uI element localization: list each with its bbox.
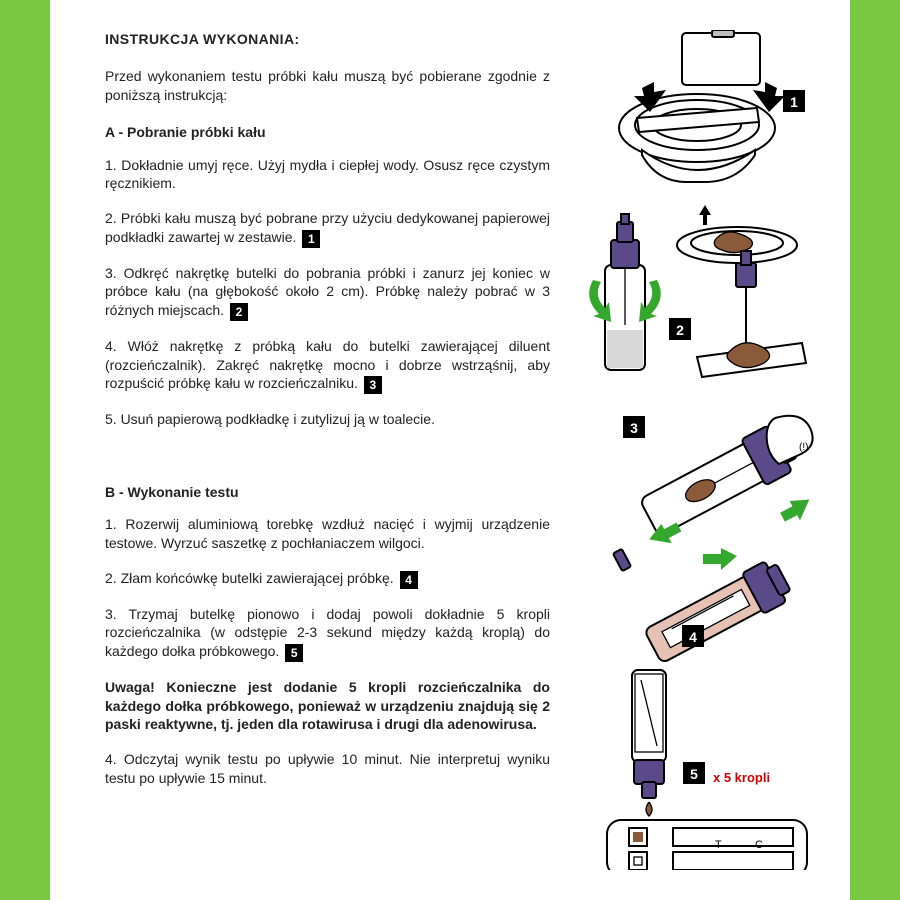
section-b-step-4: 4. Odczytaj wynik testu po upływie 10 mi…	[105, 750, 550, 788]
diagram-badge-1: 1	[790, 94, 798, 110]
diagram-step-1-toilet-icon: 1	[619, 30, 805, 182]
intro-paragraph: Przed wykonaniem testu próbki kału muszą…	[105, 67, 550, 105]
inline-badge-1: 1	[302, 230, 320, 248]
instruction-diagram: 1	[587, 30, 822, 870]
right-accent-bar	[850, 0, 900, 900]
text-column: INSTRUKCJA WYKONANIA: Przed wykonaniem t…	[105, 30, 550, 788]
cassette-marker-c: C	[755, 839, 763, 851]
section-a-head: A - Pobranie próbki kału	[105, 123, 550, 142]
section-a-step-3: 3. Odkręć nakrętkę butelki do pobrania p…	[105, 264, 550, 321]
section-b-step-2: 2. Złam końcówkę butelki zawierającej pr…	[105, 569, 550, 588]
section-a-step-4-text: 4. Włóż nakrętkę z próbką kału do butelk…	[105, 338, 550, 392]
cassette-marker-t: T	[715, 839, 722, 851]
diagram-badge-2: 2	[676, 322, 684, 338]
section-b-warning: Uwaga! Konieczne jest dodanie 5 kropli r…	[105, 678, 550, 735]
section-a-step-2: 2. Próbki kału muszą być pobrane przy uż…	[105, 209, 550, 247]
section-a-step-1: 1. Dokładnie umyj ręce. Użyj mydła i cie…	[105, 156, 550, 194]
diagram-badge-3: 3	[630, 420, 638, 436]
section-a-step-2-text: 2. Próbki kału muszą być pobrane przy uż…	[105, 210, 550, 245]
diagram-column: 1	[587, 30, 822, 870]
svg-text:(!): (!)	[799, 442, 808, 453]
section-a-step-5: 5. Usuń papierową podkładkę i zutylizuj …	[105, 410, 550, 429]
inline-badge-2: 2	[230, 303, 248, 321]
diagram-step-3-insert-icon: (!) 3	[623, 416, 816, 552]
diagram-badge-4: 4	[689, 629, 697, 645]
section-b-step-2-text: 2. Złam końcówkę butelki zawierającej pr…	[105, 570, 394, 586]
section-b-step-3-text: 3. Trzymaj butelkę pionowo i dodaj powol…	[105, 606, 550, 660]
section-b-step-1: 1. Rozerwij aluminiową torebkę wzdłuż na…	[105, 515, 550, 553]
diagram-step-4-break-tip-icon: 4	[613, 548, 794, 667]
inline-badge-5: 5	[285, 644, 303, 662]
page-content: INSTRUKCJA WYKONANIA: Przed wykonaniem t…	[50, 0, 850, 900]
drops-count-label: x 5 kropli	[713, 770, 770, 785]
section-b-step-3: 3. Trzymaj butelkę pionowo i dodaj powol…	[105, 605, 550, 662]
section-b-head: B - Wykonanie testu	[105, 483, 550, 502]
diagram-step-5-cassette-icon: T C 5 x 5 kropli	[607, 670, 807, 870]
diagram-badge-5: 5	[690, 766, 698, 782]
inline-badge-4: 4	[400, 571, 418, 589]
diagram-step-2-collection-icon: 2	[589, 205, 806, 377]
section-a-step-4: 4. Włóż nakrętkę z próbką kału do butelk…	[105, 337, 550, 394]
section-a-step-3-text: 3. Odkręć nakrętkę butelki do pobrania p…	[105, 265, 550, 319]
inline-badge-3: 3	[364, 376, 382, 394]
left-accent-bar	[0, 0, 50, 900]
page-title: INSTRUKCJA WYKONANIA:	[105, 30, 550, 49]
